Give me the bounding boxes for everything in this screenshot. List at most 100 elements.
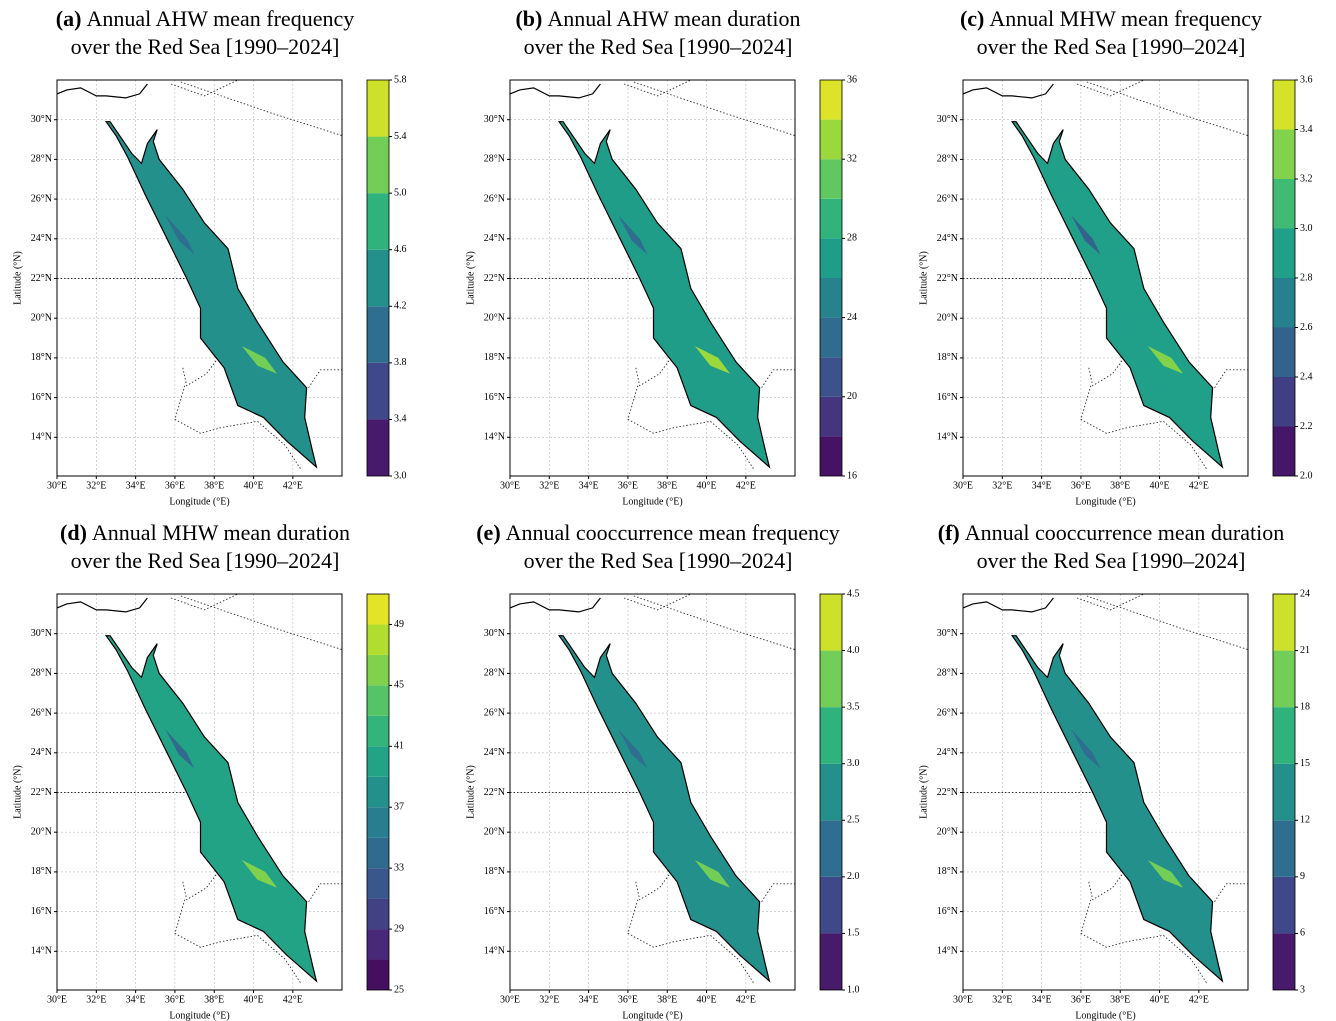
colorbar-band — [1273, 763, 1295, 821]
colorbar-tick-label: 16 — [847, 470, 857, 481]
colorbar-band — [820, 278, 842, 318]
colorbar-tick-label: 5.8 — [394, 74, 407, 85]
colorbar-tick-label: 29 — [394, 923, 404, 934]
x-axis-label: Longitude (°E) — [1075, 1010, 1135, 1021]
country-border — [1214, 883, 1248, 902]
y-tick-label: 26°N — [31, 193, 52, 204]
colorbar-tick-label: 32 — [847, 153, 857, 164]
colorbar-tick-label: 21 — [1300, 645, 1310, 656]
colorbar-band — [820, 317, 842, 358]
y-tick-label: 18°N — [937, 352, 958, 363]
x-tick-label: 30°E — [953, 994, 973, 1005]
x-tick-label: 40°E — [1149, 480, 1169, 491]
colorbar-tick-label: 3.4 — [1300, 124, 1313, 135]
x-tick-label: 38°E — [657, 994, 677, 1005]
colorbar-band — [367, 776, 389, 808]
coastline — [962, 597, 1054, 613]
colorbar-band — [820, 159, 842, 199]
y-tick-label: 24°N — [484, 233, 505, 244]
panel-title: (b) Annual AHW mean duration — [515, 6, 800, 31]
colorbar-band — [367, 746, 389, 777]
sea-patch — [165, 215, 195, 255]
y-tick-label: 20°N — [484, 312, 505, 323]
colorbar-tick-label: 3.0 — [394, 470, 407, 481]
y-tick-label: 18°N — [937, 866, 958, 877]
panel: (e) Annual cooccurrence mean frequency ove… — [465, 520, 859, 1021]
x-axis-label: Longitude (°E) — [622, 1010, 682, 1021]
coastline — [509, 597, 601, 613]
colorbar-band — [1273, 129, 1295, 179]
x-tick-label: 38°E — [1110, 480, 1130, 491]
sea-patch — [241, 346, 278, 374]
x-tick-label: 34°E — [1032, 994, 1052, 1005]
x-tick-label: 30°E — [500, 994, 520, 1005]
panel-title-text: Annual AHW mean frequency — [86, 6, 354, 31]
y-tick-label: 26°N — [484, 193, 505, 204]
y-tick-label: 14°N — [937, 432, 958, 443]
colorbar-band — [367, 959, 389, 990]
colorbar-tick-label: 41 — [394, 741, 404, 752]
y-tick-label: 18°N — [484, 352, 505, 363]
colorbar-band — [367, 807, 389, 838]
colorbar-tick-label: 3.0 — [847, 758, 860, 769]
y-tick-label: 20°N — [937, 826, 958, 837]
red-sea — [1010, 635, 1224, 983]
panel-subtitle: over the Red Sea [1990–2024] — [71, 548, 340, 573]
y-tick-label: 30°N — [937, 114, 958, 125]
colorbar-tick-label: 3.4 — [394, 414, 407, 425]
y-tick-label: 16°N — [31, 392, 52, 403]
colorbar-tick-label: 4.5 — [847, 588, 860, 599]
x-tick-label: 38°E — [657, 480, 677, 491]
country-border — [174, 899, 302, 984]
colorbar-band — [367, 193, 389, 250]
colorbar-tick-label: 2.0 — [847, 871, 860, 882]
colorbar-tick-label: 28 — [847, 233, 857, 244]
colorbar-band — [367, 654, 389, 686]
y-tick-label: 30°N — [484, 628, 505, 639]
x-tick-label: 42°E — [1189, 480, 1209, 491]
colorbar-tick-label: 3 — [1300, 984, 1305, 995]
x-tick-label: 40°E — [696, 994, 716, 1005]
x-tick-label: 34°E — [579, 994, 599, 1005]
country-border — [170, 79, 238, 97]
x-axis-label: Longitude (°E) — [622, 496, 682, 507]
panel-title-text: Annual MHW mean frequency — [989, 6, 1262, 31]
y-tick-label: 28°N — [484, 154, 505, 165]
colorbar-band — [820, 650, 842, 708]
colorbar-tick-label: 4.0 — [847, 645, 860, 656]
y-tick-label: 16°N — [484, 392, 505, 403]
colorbar-tick-label: 24 — [1300, 588, 1310, 599]
sea-patch — [165, 729, 195, 769]
colorbar-tick-label: 1.0 — [847, 984, 860, 995]
colorbar-band — [367, 898, 389, 930]
colorbar-tick-label: 25 — [394, 984, 404, 995]
country-border — [761, 883, 795, 902]
colorbar-tick-label: 3.2 — [1300, 173, 1313, 184]
y-tick-label: 22°N — [484, 787, 505, 798]
y-axis-label: Latitude (°N) — [918, 251, 929, 305]
country-border — [174, 385, 302, 470]
sea-patch — [694, 346, 731, 374]
colorbar-band — [1273, 876, 1295, 934]
coastline — [56, 83, 148, 99]
x-tick-label: 40°E — [243, 994, 263, 1005]
colorbar-frame — [366, 593, 390, 991]
x-tick-label: 32°E — [86, 480, 106, 491]
colorbar-band — [367, 624, 389, 655]
colorbar-band — [1273, 650, 1295, 708]
panel-letter: (e) — [476, 520, 500, 545]
red-sea — [557, 121, 771, 469]
x-tick-label: 32°E — [86, 994, 106, 1005]
x-tick-label: 42°E — [283, 994, 303, 1005]
y-tick-label: 18°N — [31, 352, 52, 363]
coastline — [509, 83, 601, 99]
y-tick-label: 24°N — [31, 747, 52, 758]
y-tick-label: 26°N — [937, 707, 958, 718]
colorbar-band — [1273, 594, 1295, 651]
colorbar-tick-label: 36 — [847, 74, 857, 85]
panel-title: (e) Annual cooccurrence mean frequency — [476, 520, 840, 545]
country-border — [1076, 79, 1144, 97]
x-tick-label: 38°E — [204, 480, 224, 491]
y-tick-label: 26°N — [937, 193, 958, 204]
y-tick-label: 16°N — [484, 906, 505, 917]
